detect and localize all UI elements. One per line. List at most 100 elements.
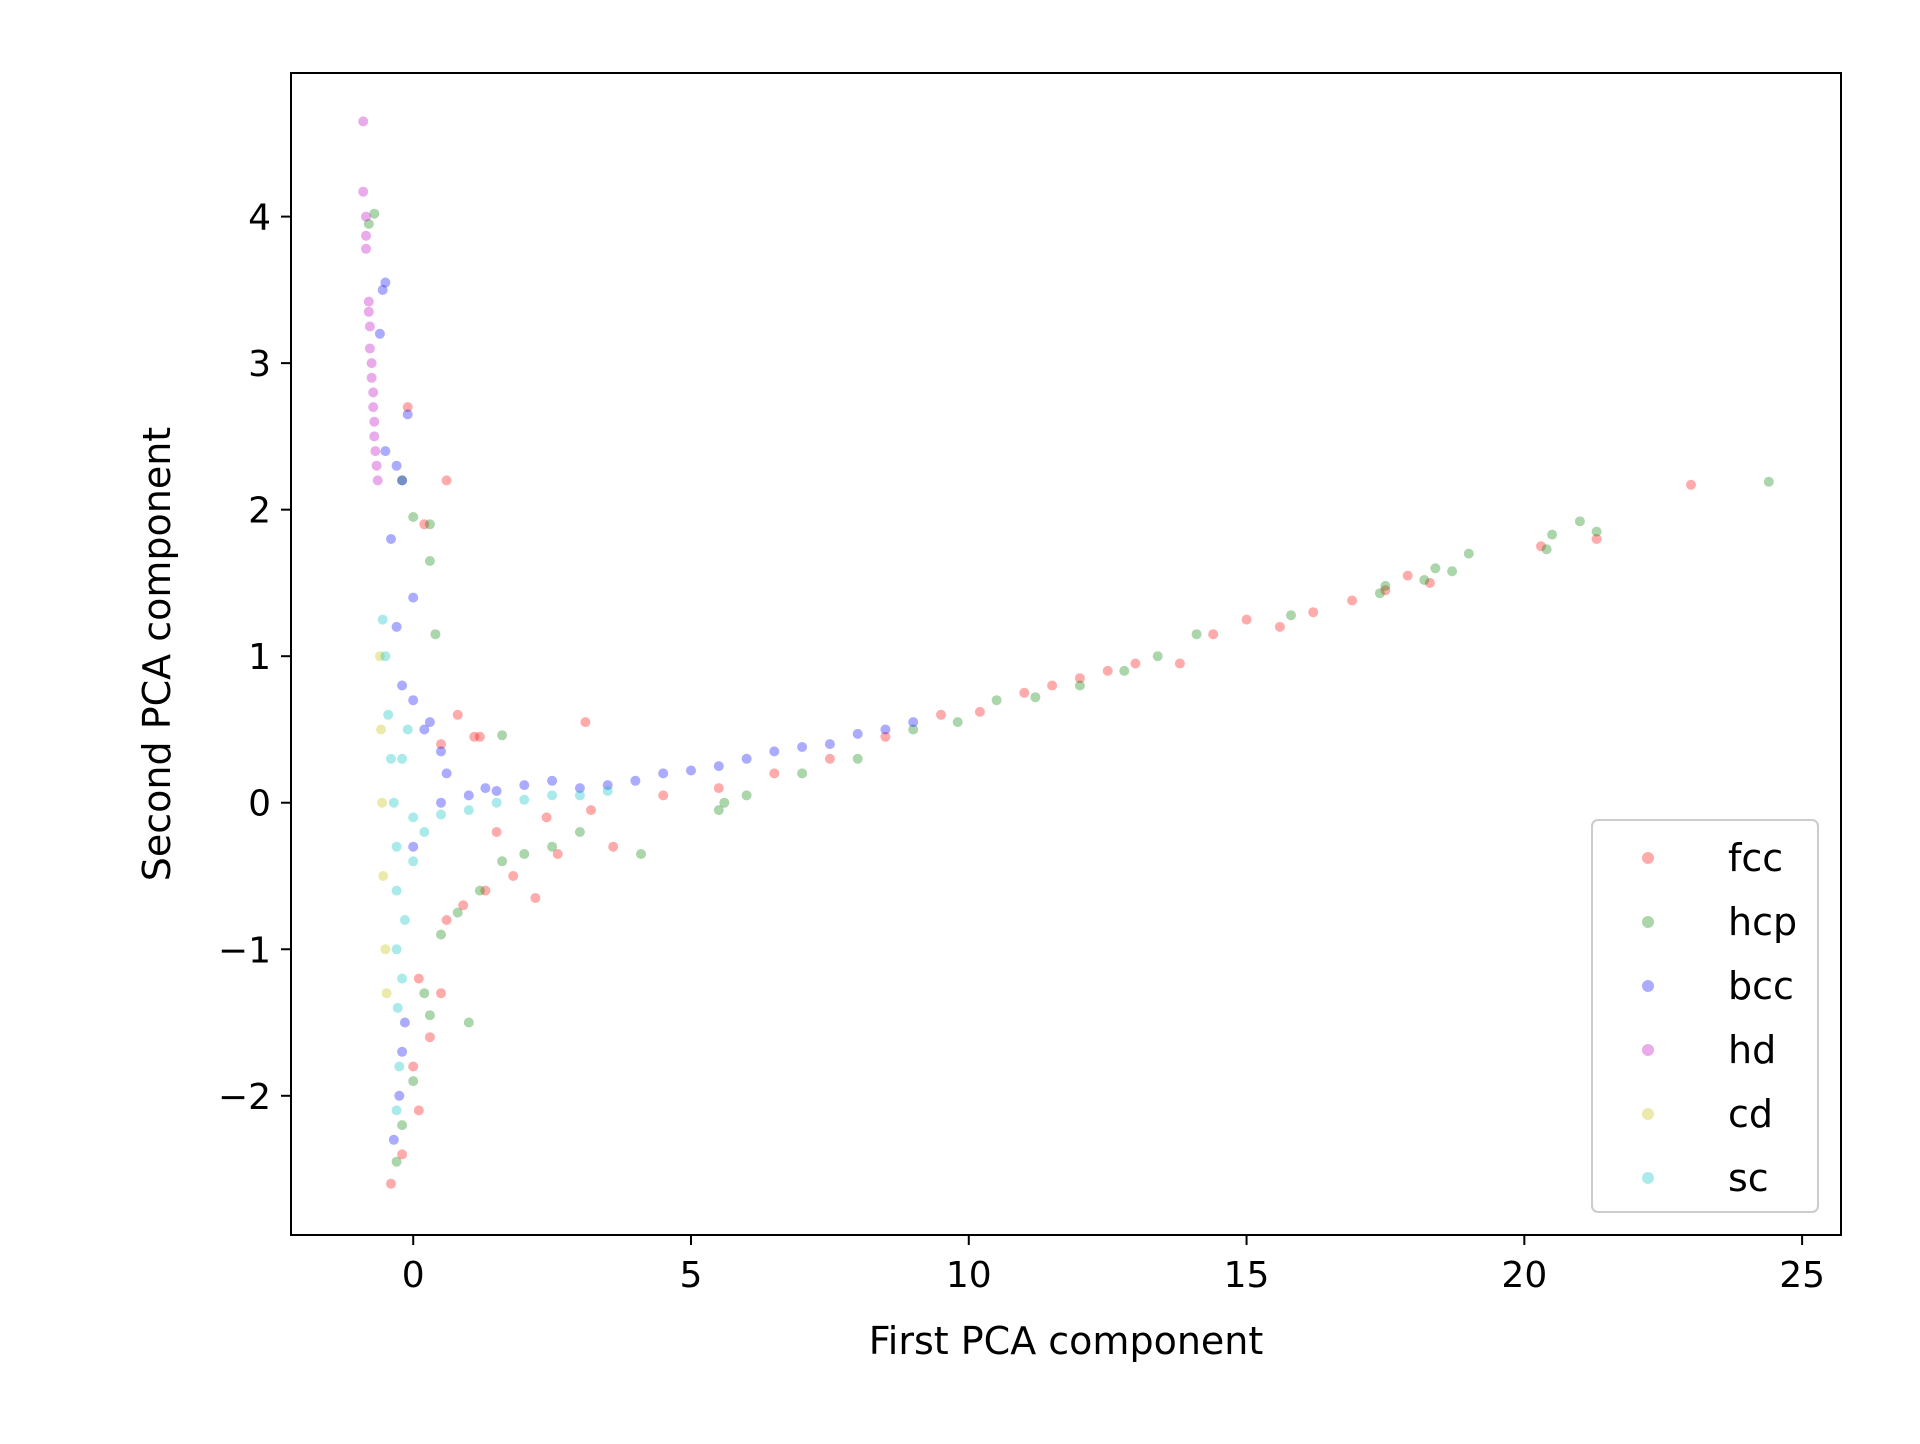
data-point-bcc-2 xyxy=(397,1046,408,1057)
data-point-fcc-44 xyxy=(1402,570,1413,581)
y-tick-label: −2 xyxy=(218,1077,271,1118)
data-point-hcp-34 xyxy=(1541,544,1552,555)
data-point-hcp-38 xyxy=(1763,476,1774,487)
data-point-hcp-4 xyxy=(463,1017,474,1028)
data-point-cd-1 xyxy=(376,724,386,735)
x-tick-label: 20 xyxy=(1501,1255,1547,1296)
legend-marker-hd xyxy=(1642,1044,1654,1056)
legend-label-hd: hd xyxy=(1728,1028,1776,1072)
data-point-hcp-13 xyxy=(636,849,646,859)
data-point-sc-20 xyxy=(408,856,419,867)
data-point-cd-5 xyxy=(381,988,392,999)
data-point-fcc-12 xyxy=(552,849,563,859)
data-point-fcc-23 xyxy=(541,812,552,823)
data-point-sc-16 xyxy=(547,790,558,801)
data-point-fcc-3 xyxy=(408,1061,419,1072)
data-point-hcp-43 xyxy=(369,208,380,219)
data-point-hcp-0 xyxy=(391,1156,402,1167)
data-point-fcc-38 xyxy=(1208,629,1219,640)
data-point-fcc-0 xyxy=(386,1178,396,1189)
data-point-fcc-47 xyxy=(1591,534,1602,544)
legend-label-cd: cd xyxy=(1728,1092,1773,1136)
data-point-bcc-27 xyxy=(391,621,402,632)
data-point-hcp-18 xyxy=(852,753,863,764)
data-point-bcc-5 xyxy=(436,797,446,808)
data-point-bcc-17 xyxy=(769,746,780,757)
data-point-hcp-14 xyxy=(713,805,724,816)
data-point-bcc-25 xyxy=(419,724,430,735)
data-point-sc-3 xyxy=(386,753,396,764)
data-point-cd-2 xyxy=(377,797,388,808)
data-point-fcc-16 xyxy=(469,731,480,742)
data-point-bcc-13 xyxy=(658,768,669,779)
data-point-hd-8 xyxy=(364,343,375,354)
data-point-sc-18 xyxy=(602,786,613,796)
data-point-bcc-14 xyxy=(686,765,696,776)
data-point-fcc-39 xyxy=(1241,614,1252,625)
data-point-bcc-11 xyxy=(602,780,613,791)
data-point-bcc-1 xyxy=(394,1090,405,1101)
data-point-fcc-40 xyxy=(1274,621,1285,632)
data-point-hd-12 xyxy=(368,402,379,413)
data-point-sc-6 xyxy=(391,885,402,896)
data-point-sc-11 xyxy=(408,812,419,823)
data-point-fcc-9 xyxy=(480,885,491,896)
data-point-fcc-5 xyxy=(436,988,446,999)
data-point-bcc-29 xyxy=(386,534,396,544)
legend-box xyxy=(1591,819,1819,1213)
data-point-fcc-28 xyxy=(824,753,835,764)
data-point-bcc-4 xyxy=(408,841,419,852)
data-point-fcc-13 xyxy=(608,841,619,852)
data-point-bcc-34 xyxy=(377,284,388,295)
data-point-hcp-39 xyxy=(424,556,435,566)
y-tick-label: 3 xyxy=(248,344,271,385)
data-point-bcc-20 xyxy=(852,728,863,739)
data-point-fcc-11 xyxy=(530,893,541,903)
data-point-fcc-2 xyxy=(413,1105,424,1116)
data-point-bcc-31 xyxy=(380,446,391,457)
data-point-sc-2 xyxy=(383,709,394,720)
data-point-hcp-23 xyxy=(1074,680,1085,691)
data-point-hd-15 xyxy=(370,446,381,457)
y-tick-label: 0 xyxy=(248,784,271,825)
data-point-hd-1 xyxy=(358,186,369,197)
legend-marker-fcc xyxy=(1642,852,1654,864)
data-point-hd-4 xyxy=(361,243,371,254)
data-point-sc-1 xyxy=(380,651,391,662)
data-point-hcp-6 xyxy=(436,929,446,940)
data-point-bcc-24 xyxy=(408,695,419,706)
data-point-bcc-7 xyxy=(491,786,502,796)
data-point-cd-3 xyxy=(378,871,389,881)
data-point-sc-13 xyxy=(463,805,474,816)
y-axis-label: Second PCA component xyxy=(135,427,179,881)
data-point-bcc-23 xyxy=(397,680,408,691)
data-point-bcc-18 xyxy=(797,742,808,752)
data-point-hcp-26 xyxy=(1191,629,1202,640)
data-point-sc-12 xyxy=(436,809,446,820)
legend-label-bcc: bcc xyxy=(1728,964,1794,1008)
data-point-bcc-35 xyxy=(380,277,391,288)
data-point-sc-17 xyxy=(574,790,585,801)
data-point-fcc-34 xyxy=(1074,673,1085,684)
data-point-hd-13 xyxy=(369,416,380,427)
data-point-hd-16 xyxy=(371,460,382,471)
data-point-hcp-41 xyxy=(424,519,435,530)
x-tick-label: 10 xyxy=(946,1255,992,1296)
data-point-bcc-30 xyxy=(397,475,408,486)
legend: fcc hcp bcc hd cd sc xyxy=(1591,819,1819,1213)
data-point-sc-4 xyxy=(388,797,399,808)
data-point-hd-2 xyxy=(361,211,371,222)
x-tick-label: 0 xyxy=(402,1255,425,1296)
data-point-fcc-33 xyxy=(1047,680,1058,691)
data-point-hcp-37 xyxy=(1591,526,1602,537)
data-point-hcp-30 xyxy=(1419,575,1430,585)
data-point-hcp-11 xyxy=(547,841,558,852)
data-point-fcc-31 xyxy=(974,706,985,717)
data-point-fcc-1 xyxy=(397,1149,408,1160)
legend-label-hcp: hcp xyxy=(1728,900,1797,944)
data-point-fcc-6 xyxy=(413,973,424,984)
data-point-sc-8 xyxy=(392,1002,403,1013)
data-point-bcc-8 xyxy=(519,780,530,791)
data-point-hcp-33 xyxy=(1463,548,1474,559)
